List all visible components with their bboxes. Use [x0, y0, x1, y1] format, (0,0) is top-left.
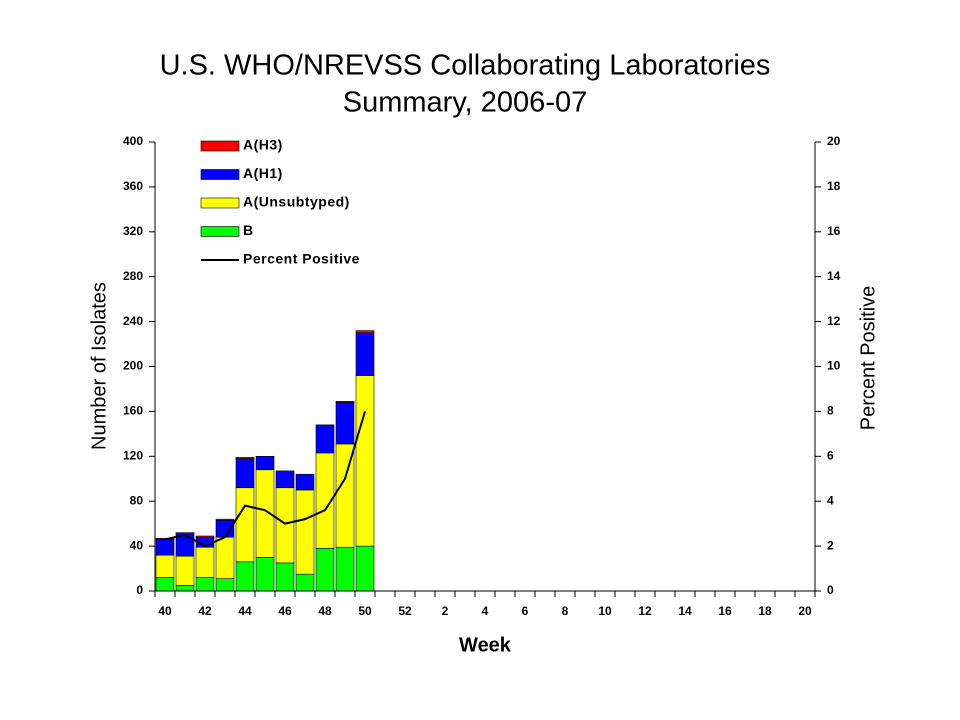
y-tick-label: 160: [123, 404, 143, 418]
bar-segment: [275, 562, 295, 592]
line-series: [164, 411, 366, 548]
y-tick-label: 240: [123, 314, 143, 328]
legend-swatch: [200, 226, 240, 237]
bar-segment: [195, 577, 215, 592]
x-axis-label: Week: [459, 634, 512, 656]
y-tick-label: 360: [123, 179, 143, 193]
legend-swatch: [200, 197, 240, 209]
bar-segment: [155, 554, 175, 578]
bar-segment: [275, 470, 295, 489]
y2-tick-label: 8: [827, 404, 834, 418]
bar-segment: [315, 548, 335, 592]
x-tick-label: 20: [798, 604, 812, 618]
y2-axis-label: Percent Positive: [857, 286, 879, 431]
x-tick-label: 8: [562, 604, 569, 618]
bar-segment: [195, 546, 215, 578]
y2-tick-label: 18: [827, 179, 841, 193]
legend-swatch: [200, 169, 240, 180]
bar-segment: [275, 487, 295, 564]
bar-segment: [355, 375, 375, 547]
y2-tick-label: 4: [827, 493, 834, 507]
x-tick-label: 48: [318, 604, 332, 618]
bar-segment: [215, 518, 235, 521]
y2-tick-label: 10: [827, 359, 841, 373]
chart-subtitle: Summary, 2006-07: [343, 87, 587, 119]
bar-segment: [215, 536, 235, 579]
y-axis-label: Number of Isolates: [88, 282, 110, 450]
x-tick-label: 16: [718, 604, 732, 618]
y-tick-label: 320: [123, 224, 143, 238]
bar-segment: [335, 546, 355, 592]
bar-segment: [355, 332, 375, 376]
y2-tick-label: 2: [827, 538, 834, 552]
bar-segment: [335, 402, 355, 445]
x-tick-label: 40: [158, 604, 172, 618]
x-tick-label: 14: [678, 604, 692, 618]
bar-segment: [155, 539, 175, 556]
bar-segment: [175, 555, 195, 586]
y2-tick-label: 14: [827, 269, 841, 283]
bar-segment: [295, 473, 315, 491]
legend-label: B: [243, 222, 254, 238]
x-tick-label: 4: [482, 604, 489, 618]
x-tick-label: 12: [638, 604, 652, 618]
y-tick-label: 0: [136, 583, 143, 597]
legend-swatch: [200, 140, 240, 152]
y-tick-label: 280: [123, 269, 143, 283]
bar-segment: [295, 573, 315, 592]
x-tick-label: 44: [238, 604, 252, 618]
bar-segment: [235, 487, 255, 563]
bar-segment: [355, 330, 375, 334]
x-tick-label: 6: [522, 604, 529, 618]
y-tick-label: 80: [130, 493, 144, 507]
x-tick-label: 46: [278, 604, 292, 618]
bar-segment: [235, 561, 255, 592]
bar-segment: [155, 577, 175, 592]
y2-tick-label: 6: [827, 448, 834, 462]
bar-segment: [195, 535, 215, 538]
x-tick-label: 52: [398, 604, 412, 618]
x-tick-label: 2: [442, 604, 449, 618]
chart-title: U.S. WHO/NREVSS Collaborating Laboratori…: [160, 50, 771, 82]
y-tick-label: 40: [130, 538, 144, 552]
bar-segment: [175, 585, 195, 592]
legend-label: A(Unsubtyped): [243, 194, 350, 210]
y-tick-label: 120: [123, 448, 143, 462]
y-tick-label: 400: [123, 134, 143, 148]
y2-tick-label: 16: [827, 224, 841, 238]
bar-segment: [175, 532, 195, 535]
x-tick-label: 42: [198, 604, 212, 618]
bar-segment: [355, 545, 375, 592]
bar-segment: [235, 458, 255, 489]
bar-segment: [315, 424, 335, 454]
legend-label: A(H3): [243, 137, 283, 153]
y2-tick-label: 20: [827, 134, 841, 148]
y-tick-label: 200: [123, 359, 143, 373]
x-tick-label: 50: [358, 604, 372, 618]
x-tick-label: 10: [598, 604, 612, 618]
bar-segment: [235, 457, 255, 459]
legend-label: Percent Positive: [243, 251, 360, 267]
bar-segment: [215, 578, 235, 592]
bar-segment: [335, 400, 355, 403]
y2-tick-label: 0: [827, 583, 834, 597]
legend-label: A(H1): [243, 165, 283, 181]
y2-tick-label: 12: [827, 314, 841, 328]
bar-segment: [295, 489, 315, 575]
bar-segment: [255, 455, 275, 471]
x-tick-label: 18: [758, 604, 772, 618]
bar-segment: [255, 557, 275, 592]
